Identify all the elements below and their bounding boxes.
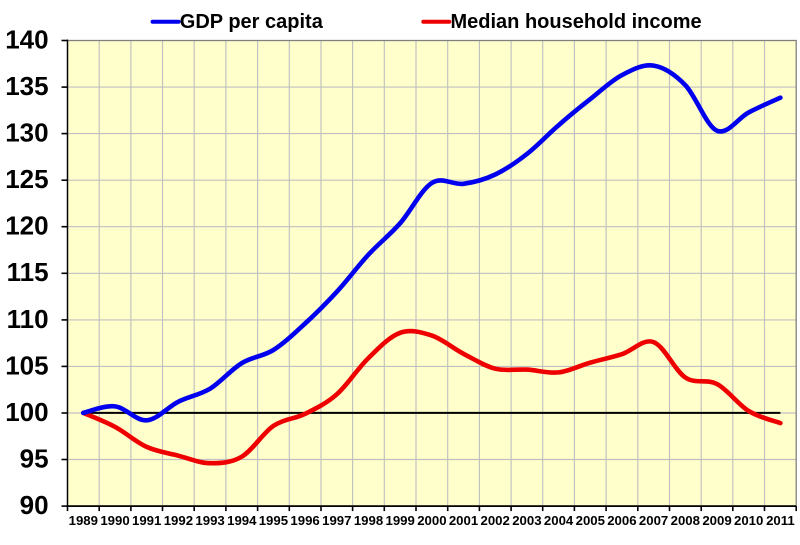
svg-text:2006: 2006 [607, 513, 636, 528]
svg-text:2002: 2002 [481, 513, 510, 528]
svg-text:2004: 2004 [544, 513, 574, 528]
svg-text:1995: 1995 [259, 513, 288, 528]
svg-text:1996: 1996 [290, 513, 319, 528]
svg-text:1992: 1992 [164, 513, 193, 528]
svg-text:1989: 1989 [69, 513, 98, 528]
svg-text:1997: 1997 [322, 513, 351, 528]
svg-text:1991: 1991 [132, 513, 161, 528]
svg-text:2008: 2008 [671, 513, 700, 528]
svg-text:2003: 2003 [512, 513, 541, 528]
svg-text:140: 140 [5, 24, 48, 54]
svg-text:135: 135 [5, 71, 48, 101]
svg-text:90: 90 [20, 490, 49, 520]
svg-text:130: 130 [5, 118, 48, 148]
svg-text:1993: 1993 [195, 513, 224, 528]
svg-text:120: 120 [5, 211, 48, 241]
svg-text:110: 110 [7, 304, 49, 334]
svg-text:2010: 2010 [734, 513, 763, 528]
svg-text:95: 95 [20, 443, 49, 473]
svg-text:1998: 1998 [354, 513, 383, 528]
svg-text:1999: 1999 [386, 513, 415, 528]
svg-text:105: 105 [5, 350, 48, 380]
svg-text:115: 115 [7, 257, 49, 287]
svg-text:1990: 1990 [100, 513, 129, 528]
svg-text:2011: 2011 [766, 513, 795, 528]
svg-text:2007: 2007 [639, 513, 668, 528]
svg-text:125: 125 [5, 164, 48, 194]
svg-text:2000: 2000 [417, 513, 446, 528]
svg-text:100: 100 [5, 397, 48, 427]
svg-text:Median household income: Median household income [451, 11, 702, 33]
svg-text:GDP per capita: GDP per capita [180, 11, 324, 33]
svg-text:2009: 2009 [702, 513, 731, 528]
svg-text:2005: 2005 [576, 513, 605, 528]
svg-text:1994: 1994 [227, 513, 257, 528]
svg-text:2001: 2001 [449, 513, 478, 528]
